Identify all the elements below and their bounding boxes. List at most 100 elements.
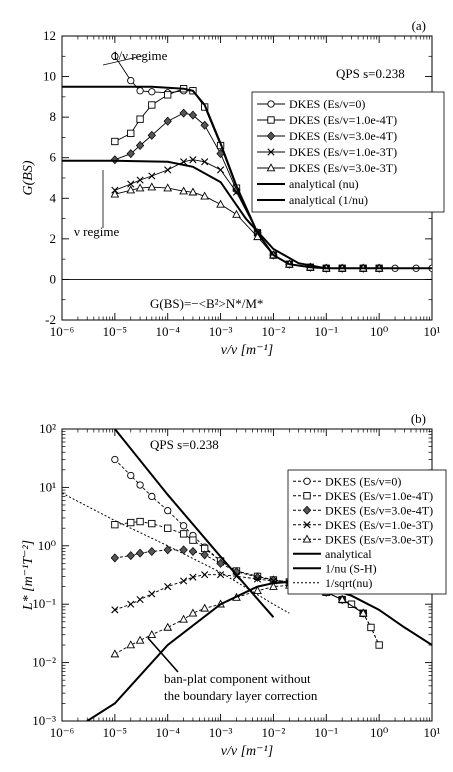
panel-b: 10⁻⁶ 10⁻⁵ 10⁻⁴ 10⁻³ 10⁻² 10⁻¹ 10⁰ 10¹ 10⁻³ 10⁻² 10… (21, 411, 447, 759)
x-tick-label: 10⁻⁴ (156, 725, 181, 740)
data-point (232, 209, 241, 218)
data-point (127, 471, 135, 480)
annotation-pointer (102, 55, 143, 66)
x-tick-label: 10⁻⁵ (103, 324, 127, 339)
annotation: the boundary layer correction (164, 688, 318, 703)
legend-label: DKES (Es/v=3.0e-4T) (325, 503, 433, 517)
data-point (110, 649, 120, 658)
legend-label: analytical (1/nu) (289, 193, 368, 207)
legend-label: DKES (Es/v=1.0e-3T) (289, 145, 397, 159)
data-point (180, 577, 188, 585)
data-point (269, 581, 278, 590)
data-point (253, 586, 262, 594)
annotation: ban-plat component without (164, 671, 311, 686)
series-6 (114, 429, 275, 618)
data-point (126, 185, 136, 194)
legend-label: analytical (325, 547, 372, 561)
annotation: 1/ν regime (112, 48, 168, 63)
y-tick-label: 8 (50, 109, 57, 124)
data-point (201, 158, 209, 166)
x-tick-label: 10⁻¹ (314, 324, 338, 339)
x-tick-label: 10⁻¹ (314, 725, 338, 740)
legend-label: DKES (Es/v=3.0e-4T) (289, 129, 397, 143)
series-line (62, 85, 327, 270)
x-tick-label: 10¹ (424, 324, 441, 339)
data-point (189, 573, 197, 581)
data-point (164, 91, 172, 99)
y-tick-label: 10⁻¹ (32, 596, 56, 611)
legend-label: DKES (Es/v=3.0e-3T) (289, 161, 397, 175)
x-tick-label: 10¹ (424, 725, 441, 740)
y-tick-label: 10⁰ (38, 538, 56, 553)
series-line (62, 492, 290, 614)
data-point (127, 76, 135, 85)
x-tick-label: 10⁻⁶ (50, 725, 74, 740)
data-point (164, 166, 172, 174)
x-tick-label: 10⁻⁶ (50, 324, 74, 339)
panel-label: (b) (411, 411, 426, 426)
data-point (110, 155, 120, 165)
data-point (358, 608, 368, 617)
data-point (163, 622, 173, 631)
x-tick-label: 10⁰ (370, 725, 388, 740)
legend-marker (302, 505, 312, 515)
legend-marker (267, 148, 275, 156)
data-point (126, 640, 136, 649)
data-point (148, 519, 156, 528)
data-point (136, 595, 144, 604)
legend-marker (303, 492, 311, 500)
legend-marker (267, 100, 275, 108)
y-axis-label: G(BS) (21, 160, 36, 195)
data-point (200, 550, 209, 560)
data-point (188, 187, 198, 196)
data-point (147, 546, 156, 556)
legend-box (287, 469, 447, 595)
legend-label: DKES (Es/v=1.0e-3T) (325, 518, 433, 532)
panel-label: (a) (412, 18, 426, 33)
data-point (136, 176, 144, 184)
y-tick-label: 10 (43, 69, 56, 84)
data-point (136, 517, 144, 526)
panel-a: 10⁻⁶ 10⁻⁵ 10⁻⁴ 10⁻³ 10⁻² 10⁻¹ 10⁰ 10¹ -2 0 2 4 6 8 10 1… (21, 18, 445, 358)
legend-marker (267, 116, 275, 124)
data-point (148, 492, 156, 501)
data-point (201, 571, 209, 579)
y-tick-label: 4 (50, 190, 57, 205)
data-point (148, 590, 156, 598)
annotation: ν regime (74, 224, 119, 239)
legend-label: DKES (Es/v=0) (289, 97, 365, 111)
data-point (127, 180, 135, 188)
data-point (147, 182, 157, 191)
data-point (179, 530, 188, 538)
x-tick-label: 10⁻⁴ (156, 324, 181, 339)
data-point (135, 635, 145, 644)
series-5 (62, 159, 432, 270)
data-point (216, 199, 225, 208)
legend-label: DKES (Es/v=1.0e-4T) (289, 113, 397, 127)
annotation-pointer (147, 637, 179, 673)
data-point (126, 551, 135, 561)
data-point (147, 629, 157, 638)
data-point (179, 108, 188, 118)
legend-label: DKES (Es/v=1.0e-4T) (325, 489, 433, 503)
legend: DKES (Es/v=0) DKES (Es/v=1.0e-4T) DKES (Es… (251, 91, 445, 213)
x-axis-label: ν/v [m⁻¹] (221, 744, 273, 759)
data-point (200, 191, 210, 200)
data-point (110, 189, 120, 198)
data-point (111, 52, 119, 60)
data-point (111, 606, 119, 614)
data-point (136, 87, 144, 95)
x-tick-label: 10⁻² (262, 324, 286, 339)
legend-marker (266, 163, 276, 172)
data-point (375, 641, 383, 649)
x-tick-label: 10⁻⁵ (103, 725, 127, 740)
y-tick-label: -2 (45, 312, 56, 327)
data-point (188, 546, 198, 556)
annotation: QPS s=0.238 (150, 437, 219, 452)
data-point (127, 600, 135, 608)
data-point (135, 548, 145, 558)
legend-marker (266, 131, 276, 141)
y-tick-label: 10⁻³ (32, 713, 56, 728)
x-axis-label: ν/v [m⁻¹] (221, 343, 273, 358)
